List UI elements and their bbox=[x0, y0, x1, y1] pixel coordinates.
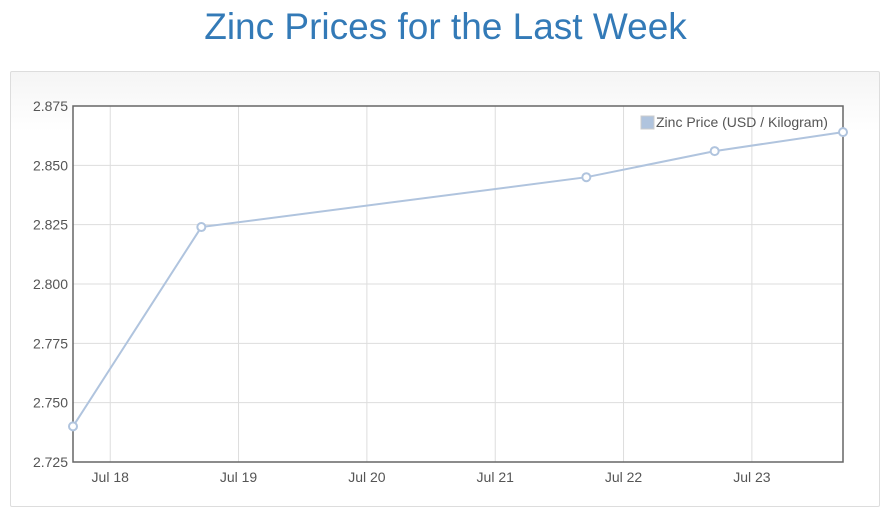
legend-swatch bbox=[640, 115, 655, 130]
y-tick-label: 2.750 bbox=[33, 395, 68, 411]
x-tick-label: Jul 23 bbox=[733, 469, 771, 485]
data-point bbox=[196, 222, 207, 233]
x-tick-label: Jul 20 bbox=[348, 469, 386, 485]
y-tick-label: 2.875 bbox=[33, 98, 68, 114]
y-tick-label: 2.800 bbox=[33, 276, 68, 292]
legend-label: Zinc Price (USD / Kilogram) bbox=[656, 114, 828, 130]
data-point bbox=[709, 146, 720, 157]
data-point bbox=[838, 127, 848, 138]
data-point bbox=[68, 421, 78, 432]
x-tick-label: Jul 22 bbox=[605, 469, 643, 485]
y-tick-label: 2.775 bbox=[33, 335, 68, 351]
x-tick-label: Jul 21 bbox=[477, 469, 515, 485]
y-tick-label: 2.825 bbox=[33, 217, 68, 233]
x-tick-label: Jul 19 bbox=[220, 469, 258, 485]
chart-title: Zinc Prices for the Last Week bbox=[204, 6, 687, 47]
y-tick-label: 2.850 bbox=[33, 157, 68, 173]
x-tick-label: Jul 18 bbox=[92, 469, 130, 485]
plot-border bbox=[72, 105, 844, 463]
data-point bbox=[581, 172, 592, 183]
y-tick-label: 2.725 bbox=[33, 454, 68, 470]
